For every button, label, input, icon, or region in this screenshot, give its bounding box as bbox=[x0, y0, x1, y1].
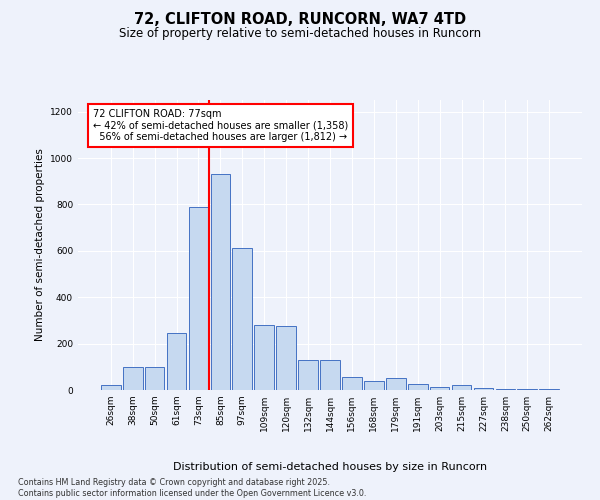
Text: Contains HM Land Registry data © Crown copyright and database right 2025.
Contai: Contains HM Land Registry data © Crown c… bbox=[18, 478, 367, 498]
Y-axis label: Number of semi-detached properties: Number of semi-detached properties bbox=[35, 148, 44, 342]
Bar bbox=[276, 326, 296, 390]
Bar bbox=[145, 367, 164, 390]
Bar bbox=[364, 380, 384, 390]
Bar bbox=[188, 206, 208, 390]
Bar bbox=[167, 333, 187, 390]
Text: Distribution of semi-detached houses by size in Runcorn: Distribution of semi-detached houses by … bbox=[173, 462, 487, 472]
Bar bbox=[254, 325, 274, 390]
Bar bbox=[473, 388, 493, 390]
Bar bbox=[232, 248, 252, 390]
Bar bbox=[517, 389, 537, 390]
Bar bbox=[452, 386, 472, 390]
Bar bbox=[430, 386, 449, 390]
Bar bbox=[101, 386, 121, 390]
Bar bbox=[342, 377, 362, 390]
Text: Size of property relative to semi-detached houses in Runcorn: Size of property relative to semi-detach… bbox=[119, 28, 481, 40]
Text: 72 CLIFTON ROAD: 77sqm
← 42% of semi-detached houses are smaller (1,358)
  56% o: 72 CLIFTON ROAD: 77sqm ← 42% of semi-det… bbox=[93, 108, 349, 142]
Bar bbox=[408, 384, 428, 390]
Bar bbox=[539, 389, 559, 390]
Bar bbox=[298, 360, 318, 390]
Bar bbox=[211, 174, 230, 390]
Bar bbox=[386, 378, 406, 390]
Bar bbox=[496, 389, 515, 390]
Bar bbox=[320, 360, 340, 390]
Text: 72, CLIFTON ROAD, RUNCORN, WA7 4TD: 72, CLIFTON ROAD, RUNCORN, WA7 4TD bbox=[134, 12, 466, 28]
Bar bbox=[123, 367, 143, 390]
